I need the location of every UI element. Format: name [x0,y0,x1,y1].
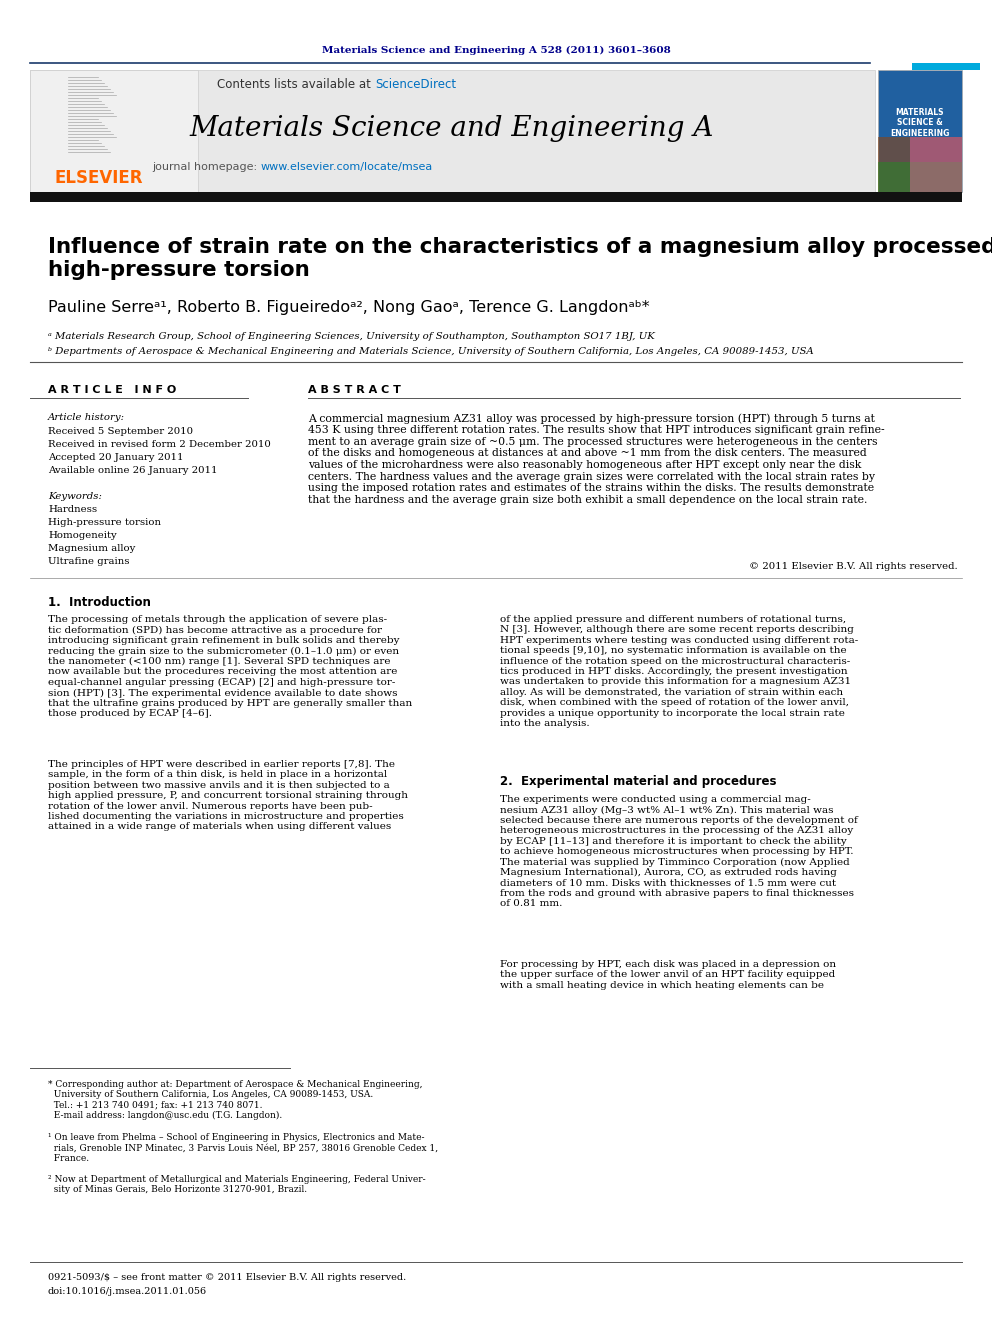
Text: Accepted 20 January 2011: Accepted 20 January 2011 [48,452,184,462]
Text: A B S T R A C T: A B S T R A C T [308,385,401,396]
FancyBboxPatch shape [878,70,962,192]
Text: www.elsevier.com/locate/msea: www.elsevier.com/locate/msea [261,161,434,172]
Text: The experiments were conducted using a commercial mag-
nesium AZ31 alloy (Mg–3 w: The experiments were conducted using a c… [500,795,858,909]
Text: © 2011 Elsevier B.V. All rights reserved.: © 2011 Elsevier B.V. All rights reserved… [749,562,958,572]
Text: ¹ On leave from Phelma – School of Engineering in Physics, Electronics and Mate-: ¹ On leave from Phelma – School of Engin… [48,1132,438,1163]
Text: Ultrafine grains: Ultrafine grains [48,557,130,566]
Text: Materials Science and Engineering A 528 (2011) 3601–3608: Materials Science and Engineering A 528 … [321,45,671,54]
FancyBboxPatch shape [878,138,962,192]
Text: * Corresponding author at: Department of Aerospace & Mechanical Engineering,
  U: * Corresponding author at: Department of… [48,1080,423,1121]
Text: Contents lists available at: Contents lists available at [217,78,375,91]
FancyBboxPatch shape [30,70,875,192]
Text: Received in revised form 2 December 2010: Received in revised form 2 December 2010 [48,441,271,448]
Text: A R T I C L E   I N F O: A R T I C L E I N F O [48,385,177,396]
Text: ᵇ Departments of Aerospace & Mechanical Engineering and Materials Science, Unive: ᵇ Departments of Aerospace & Mechanical … [48,347,813,356]
Text: High-pressure torsion: High-pressure torsion [48,519,161,527]
Text: 1.  Introduction: 1. Introduction [48,595,151,609]
FancyBboxPatch shape [30,192,962,202]
Text: MATERIALS
SCIENCE &
ENGINEERING: MATERIALS SCIENCE & ENGINEERING [890,108,949,138]
FancyBboxPatch shape [30,70,198,192]
Text: Received 5 September 2010: Received 5 September 2010 [48,427,193,437]
Text: Article history:: Article history: [48,413,125,422]
Text: For processing by HPT, each disk was placed in a depression on
the upper surface: For processing by HPT, each disk was pla… [500,960,836,990]
Text: Materials Science and Engineering A: Materials Science and Engineering A [189,115,714,142]
FancyBboxPatch shape [878,161,962,192]
Text: 0921-5093/$ – see front matter © 2011 Elsevier B.V. All rights reserved.: 0921-5093/$ – see front matter © 2011 El… [48,1273,407,1282]
FancyBboxPatch shape [910,138,962,192]
Text: journal homepage:: journal homepage: [153,161,261,172]
Text: 2.  Experimental material and procedures: 2. Experimental material and procedures [500,775,777,789]
Text: ELSEVIER: ELSEVIER [55,169,143,187]
Text: of the applied pressure and different numbers of rotational turns,
N [3]. Howeve: of the applied pressure and different nu… [500,615,858,728]
Text: Hardness: Hardness [48,505,97,515]
Text: A commercial magnesium AZ31 alloy was processed by high-pressure torsion (HPT) t: A commercial magnesium AZ31 alloy was pr… [308,413,885,505]
Text: ScienceDirect: ScienceDirect [375,78,456,91]
Text: The principles of HPT were described in earlier reports [7,8]. The
sample, in th: The principles of HPT were described in … [48,759,408,831]
Text: Available online 26 January 2011: Available online 26 January 2011 [48,466,217,475]
Text: Keywords:: Keywords: [48,492,102,501]
FancyBboxPatch shape [912,64,980,70]
Text: ² Now at Department of Metallurgical and Materials Engineering, Federal Univer-
: ² Now at Department of Metallurgical and… [48,1175,426,1195]
Text: Influence of strain rate on the characteristics of a magnesium alloy processed b: Influence of strain rate on the characte… [48,237,992,280]
Text: doi:10.1016/j.msea.2011.01.056: doi:10.1016/j.msea.2011.01.056 [48,1287,207,1297]
Text: The processing of metals through the application of severe plas-
tic deformation: The processing of metals through the app… [48,615,413,718]
Text: Magnesium alloy: Magnesium alloy [48,544,135,553]
Text: Homogeneity: Homogeneity [48,531,117,540]
Text: ᵃ Materials Research Group, School of Engineering Sciences, University of Southa: ᵃ Materials Research Group, School of En… [48,332,655,341]
Text: Pauline Serreᵃ¹, Roberto B. Figueiredoᵃ², Nong Gaoᵃ, Terence G. Langdonᵃᵇ*: Pauline Serreᵃ¹, Roberto B. Figueiredoᵃ²… [48,300,650,315]
